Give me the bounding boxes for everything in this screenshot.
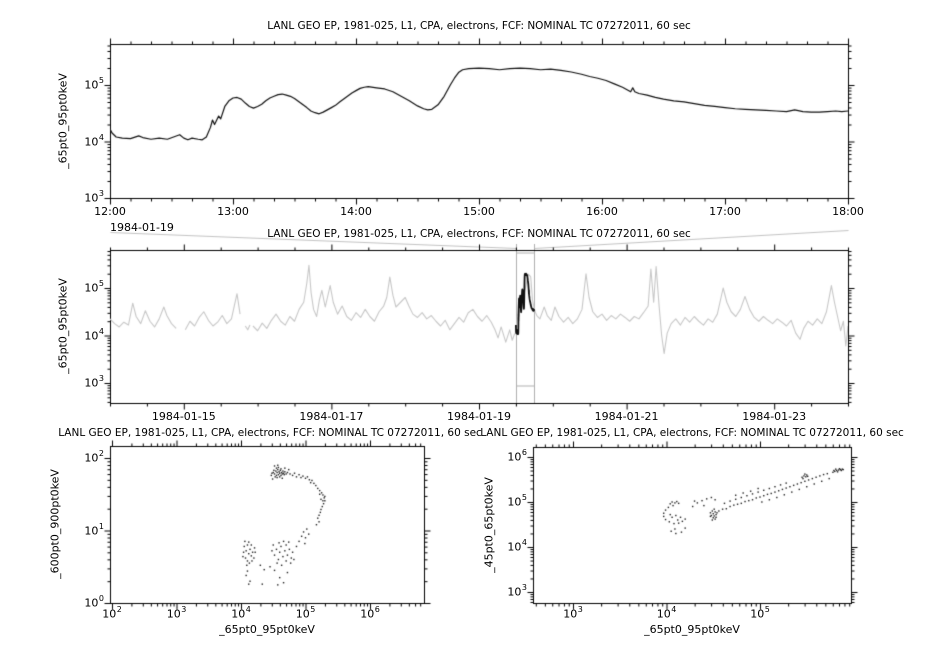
log-exponent: 4 [98, 326, 104, 336]
scatter-left-y-tick-label: 102 [84, 448, 104, 465]
scatter-left-y-tick-label: 100 [84, 593, 104, 610]
log-exponent: 6 [374, 605, 380, 614]
scatter-right-y-tick-label: 103 [507, 582, 527, 599]
top-x-tick-label: 16:00 [586, 205, 618, 218]
context-x-tick-label: 1984-01-23 [742, 410, 807, 423]
scatter-left-x-tick-label: 102 [102, 605, 122, 621]
scatter-right-y-tick-label: 104 [507, 537, 527, 554]
top-y-tick-label: 105 [84, 75, 104, 92]
log-exponent: 3 [98, 188, 104, 198]
scatter-right-x-tick-label: 104 [656, 605, 677, 621]
log-exponent: 2 [98, 448, 104, 458]
log-exponent: 5 [764, 605, 770, 614]
scatter-left-x-tick-label: 106 [360, 605, 380, 621]
log-base: 10 [84, 281, 99, 295]
log-base: 10 [84, 451, 99, 465]
context-x-tick-label: 1984-01-19 [447, 410, 511, 423]
scatter-left-xlabel: _65pt0_95pt0keV [219, 623, 315, 636]
log-exponent: 4 [98, 132, 104, 142]
log-base: 10 [84, 135, 99, 149]
log-base: 10 [507, 540, 522, 554]
log-base: 10 [102, 607, 117, 621]
top-x-tick-label: 13:00 [217, 205, 249, 218]
top-x-tick-label: 17:00 [709, 205, 741, 218]
log-base: 10 [84, 329, 99, 343]
log-exponent: 3 [181, 605, 187, 614]
context-panel-title: LANL GEO EP, 1981-025, L1, CPA, electron… [267, 228, 691, 240]
log-exponent: 5 [310, 605, 316, 614]
top-panel-ylabel: _65pt0_95pt0keV [56, 73, 70, 169]
log-base: 10 [84, 596, 99, 610]
top-x-tick-label: 18:00 [832, 205, 864, 218]
scatter-left-x-tick-label: 105 [295, 605, 316, 621]
scatter-right-ylabel: _45pt0_65pt0keV [482, 477, 496, 573]
log-exponent: 2 [116, 605, 122, 614]
context-y-tick-label: 104 [84, 326, 104, 343]
log-base: 10 [563, 607, 578, 621]
context-x-tick-label: 1984-01-17 [299, 410, 364, 423]
log-base: 10 [507, 585, 522, 599]
scatter-left-ylabel: _600pt0_900pt0keV [48, 469, 62, 579]
context-date-label: 1984-01-19 [110, 221, 174, 234]
log-base: 10 [507, 450, 522, 464]
log-base: 10 [656, 607, 671, 621]
scatter-right-x-tick-label: 103 [563, 605, 583, 621]
top-panel-title: LANL GEO EP, 1981-025, L1, CPA, electron… [267, 20, 691, 32]
scatter-left-title: LANL GEO EP, 1981-025, L1, CPA, electron… [58, 427, 482, 439]
top-y-tick-label: 104 [84, 132, 104, 149]
scatter-left-x-tick-label: 104 [231, 605, 251, 621]
scatter-right-x-tick-label: 105 [750, 605, 770, 621]
top-x-tick-label: 15:00 [463, 205, 495, 218]
log-exponent: 3 [98, 373, 104, 383]
log-exponent: 4 [245, 605, 251, 614]
log-exponent: 3 [521, 582, 527, 592]
scatter-right-title: LANL GEO EP, 1981-025, L1, CPA, electron… [480, 427, 904, 439]
log-exponent: 4 [671, 605, 677, 614]
log-base: 10 [84, 78, 99, 92]
context-x-tick-label: 1984-01-21 [594, 410, 659, 423]
log-exponent: 0 [98, 593, 104, 603]
log-base: 10 [84, 376, 99, 390]
scatter-right-y-tick-label: 106 [507, 447, 527, 464]
context-y-tick-label: 103 [84, 373, 104, 390]
log-exponent: 1 [98, 521, 104, 531]
scatter-right-y-tick-label: 105 [507, 492, 527, 509]
log-base: 10 [84, 191, 99, 205]
log-base: 10 [360, 607, 375, 621]
top-x-tick-label: 12:00 [94, 205, 126, 218]
top-y-tick-label: 103 [84, 188, 104, 205]
scatter-right-xlabel: _65pt0_95pt0keV [644, 623, 740, 636]
log-exponent: 6 [521, 447, 527, 457]
log-exponent: 4 [521, 537, 527, 547]
scatter-left-x-tick-label: 103 [166, 605, 187, 621]
scatter-left-y-tick-label: 101 [84, 521, 104, 538]
context-x-tick-label: 1984-01-15 [151, 410, 216, 423]
log-base: 10 [231, 607, 246, 621]
log-base: 10 [750, 607, 765, 621]
log-exponent: 5 [521, 492, 527, 502]
log-base: 10 [295, 607, 310, 621]
log-base: 10 [507, 495, 522, 509]
context-panel-ylabel: _65pt0_95pt0keV [56, 278, 70, 374]
log-base: 10 [84, 524, 99, 538]
context-y-tick-label: 105 [84, 278, 104, 295]
log-exponent: 5 [98, 278, 104, 288]
log-base: 10 [166, 607, 181, 621]
log-exponent: 5 [98, 75, 104, 85]
top-x-tick-label: 14:00 [340, 205, 372, 218]
log-exponent: 3 [577, 605, 583, 614]
